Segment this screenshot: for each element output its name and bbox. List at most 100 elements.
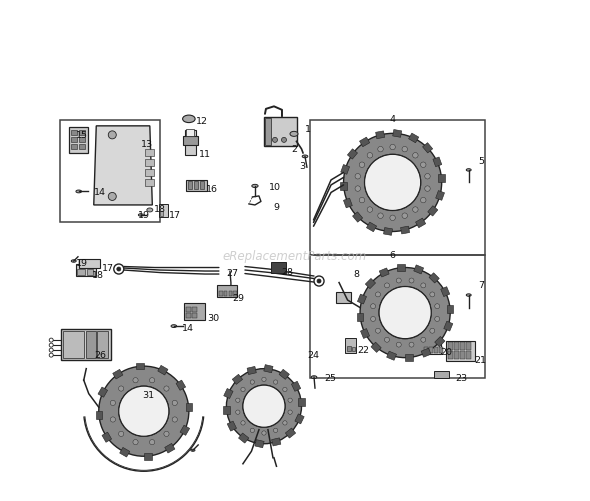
Bar: [336, 292, 351, 303]
Circle shape: [435, 317, 440, 322]
Bar: [448, 351, 453, 359]
Bar: [219, 292, 223, 296]
Circle shape: [371, 304, 376, 309]
Polygon shape: [295, 414, 304, 424]
Bar: [439, 347, 443, 353]
Text: 25: 25: [324, 373, 336, 382]
Polygon shape: [376, 132, 385, 139]
Polygon shape: [438, 175, 445, 183]
Polygon shape: [113, 370, 123, 379]
Text: 31: 31: [142, 390, 154, 399]
Text: 16: 16: [206, 185, 218, 194]
Circle shape: [390, 145, 395, 150]
Polygon shape: [286, 428, 296, 438]
Ellipse shape: [290, 132, 298, 137]
Circle shape: [110, 400, 116, 406]
Bar: [77, 269, 85, 275]
Bar: [60, 121, 160, 223]
Polygon shape: [102, 432, 112, 442]
Circle shape: [119, 386, 124, 391]
Circle shape: [273, 428, 278, 433]
Circle shape: [385, 338, 389, 343]
Bar: [345, 338, 356, 353]
Bar: [97, 332, 109, 358]
Polygon shape: [144, 453, 152, 459]
Text: 26: 26: [95, 350, 107, 359]
Circle shape: [110, 417, 116, 422]
Circle shape: [273, 138, 277, 143]
Circle shape: [250, 380, 254, 384]
Polygon shape: [165, 443, 175, 453]
Polygon shape: [247, 367, 256, 375]
Bar: [192, 308, 198, 313]
Bar: [234, 292, 237, 296]
Bar: [422, 342, 441, 354]
Bar: [424, 347, 428, 353]
Circle shape: [262, 431, 266, 435]
Bar: [186, 180, 207, 191]
Circle shape: [396, 343, 401, 347]
Polygon shape: [255, 440, 264, 448]
Circle shape: [243, 385, 285, 427]
Wedge shape: [99, 366, 189, 456]
Bar: [63, 332, 84, 358]
Circle shape: [421, 198, 426, 203]
Circle shape: [412, 207, 418, 213]
Circle shape: [49, 353, 53, 357]
Polygon shape: [441, 287, 450, 297]
Bar: [310, 121, 485, 256]
Circle shape: [235, 410, 240, 414]
Polygon shape: [444, 322, 453, 331]
Bar: [186, 308, 191, 313]
Polygon shape: [279, 370, 290, 380]
Polygon shape: [343, 199, 352, 208]
Circle shape: [314, 277, 324, 287]
Polygon shape: [186, 403, 192, 411]
Circle shape: [49, 343, 53, 347]
Polygon shape: [238, 433, 249, 443]
Circle shape: [119, 386, 169, 436]
Bar: [160, 211, 163, 216]
Circle shape: [371, 317, 376, 322]
Text: 20: 20: [440, 347, 452, 356]
Circle shape: [241, 388, 245, 392]
Bar: [76, 264, 96, 277]
Wedge shape: [360, 268, 450, 358]
Polygon shape: [180, 425, 189, 435]
Circle shape: [172, 417, 178, 422]
Ellipse shape: [76, 191, 81, 193]
Polygon shape: [429, 273, 440, 284]
Bar: [184, 303, 205, 321]
Bar: [86, 332, 96, 358]
Polygon shape: [340, 165, 350, 175]
Circle shape: [359, 198, 365, 203]
Circle shape: [367, 153, 373, 159]
Polygon shape: [421, 348, 431, 358]
Text: 1: 1: [305, 125, 311, 134]
Ellipse shape: [191, 449, 195, 451]
Bar: [466, 342, 471, 350]
Circle shape: [402, 213, 408, 219]
Text: 28: 28: [281, 267, 293, 276]
Circle shape: [425, 174, 430, 180]
Bar: [186, 130, 194, 137]
Ellipse shape: [466, 169, 471, 172]
Circle shape: [355, 174, 360, 180]
Polygon shape: [405, 355, 413, 361]
Text: 7: 7: [478, 280, 484, 289]
Polygon shape: [291, 381, 301, 391]
Polygon shape: [409, 134, 419, 143]
Text: 24: 24: [307, 350, 320, 359]
Bar: [61, 330, 111, 360]
Circle shape: [235, 398, 240, 403]
Bar: [224, 292, 227, 296]
Circle shape: [281, 138, 287, 143]
Circle shape: [109, 132, 116, 140]
Text: 4: 4: [389, 115, 395, 124]
Circle shape: [49, 339, 53, 342]
Bar: [434, 347, 438, 353]
Bar: [434, 371, 449, 378]
Polygon shape: [365, 279, 376, 289]
Text: 18: 18: [92, 270, 104, 279]
Text: 5: 5: [478, 157, 484, 166]
